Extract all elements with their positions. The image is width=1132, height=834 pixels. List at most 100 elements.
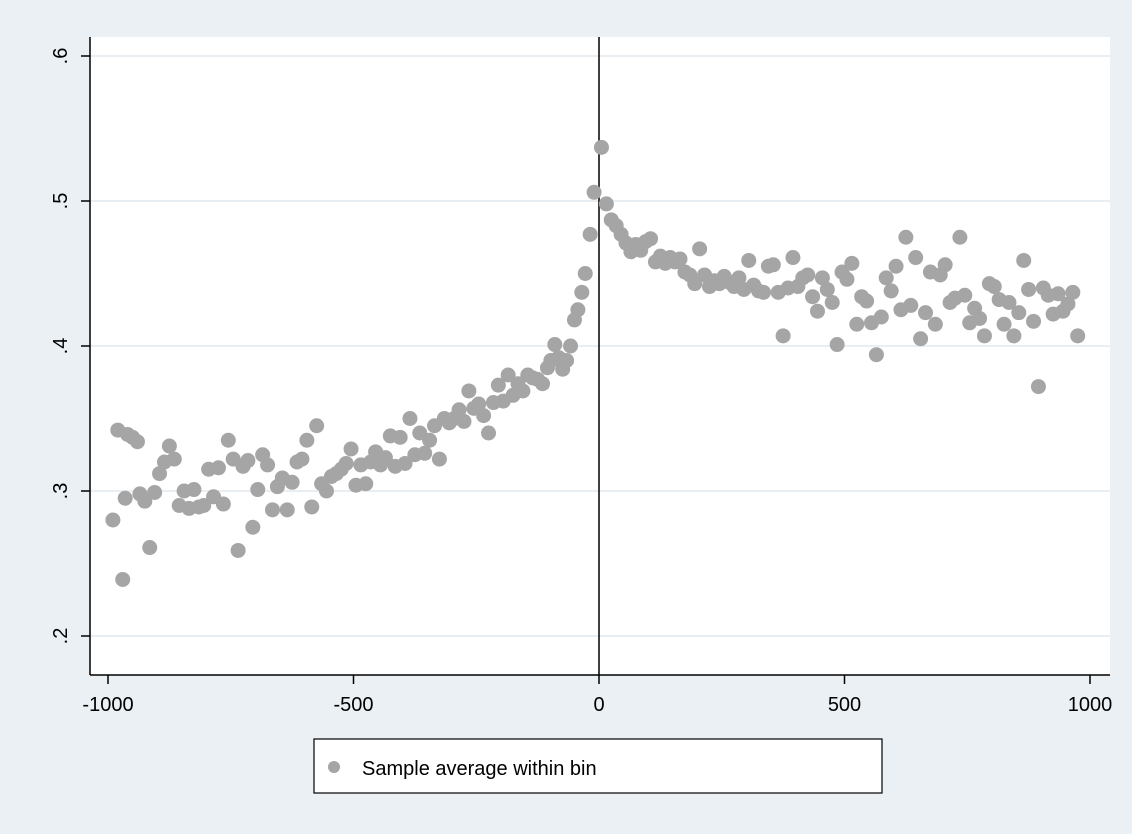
- data-point: [299, 432, 315, 448]
- data-point: [279, 502, 295, 518]
- data-point: [976, 328, 992, 344]
- data-point: [250, 482, 266, 498]
- data-point: [402, 411, 418, 426]
- data-point: [805, 289, 821, 305]
- data-point: [800, 267, 816, 283]
- data-point: [1021, 281, 1037, 297]
- y-tick-label: .3: [50, 483, 72, 500]
- data-point: [731, 270, 747, 286]
- data-point: [765, 257, 781, 273]
- data-point: [142, 540, 158, 556]
- data-point: [1016, 252, 1032, 268]
- data-point: [775, 328, 791, 344]
- data-point: [883, 283, 899, 299]
- data-point: [343, 441, 359, 457]
- data-point: [230, 542, 246, 558]
- data-point: [574, 284, 590, 300]
- legend-label: Sample average within bin: [362, 758, 597, 780]
- data-point: [1030, 379, 1046, 395]
- data-point: [196, 498, 212, 513]
- data-point: [215, 496, 231, 512]
- data-point: [692, 241, 708, 257]
- data-point: [210, 460, 226, 476]
- legend-box: [313, 738, 883, 794]
- data-point: [996, 316, 1012, 332]
- x-tick-label: -500: [333, 694, 373, 716]
- data-point: [392, 429, 408, 445]
- data-point: [1070, 328, 1086, 344]
- data-point: [957, 287, 973, 303]
- data-point: [105, 512, 121, 528]
- data-point: [417, 445, 433, 461]
- data-point: [137, 493, 153, 509]
- y-axis: .2 .3 .4 .5 .6: [50, 48, 90, 644]
- data-point: [687, 276, 703, 292]
- data-point: [471, 396, 487, 412]
- data-point: [481, 425, 497, 441]
- data-point: [152, 466, 168, 482]
- x-tick-label: 0: [593, 694, 604, 716]
- legend: Sample average within bin: [313, 738, 883, 794]
- data-point: [535, 376, 551, 392]
- data-point: [814, 270, 830, 286]
- data-point: [476, 408, 492, 424]
- x-tick-label: -1000: [82, 694, 133, 716]
- data-point: [166, 451, 182, 467]
- data-point: [898, 229, 914, 245]
- data-point: [358, 476, 374, 492]
- data-point: [309, 418, 325, 434]
- data-point: [397, 455, 413, 471]
- data-point: [741, 252, 757, 268]
- data-point: [986, 279, 1002, 295]
- x-tick-label: 1000: [1068, 694, 1113, 716]
- data-point: [304, 499, 320, 515]
- data-point: [461, 383, 477, 399]
- data-point: [672, 251, 688, 267]
- data-point: [918, 305, 934, 321]
- data-point: [586, 184, 602, 200]
- data-point: [952, 229, 968, 245]
- data-point: [577, 266, 593, 281]
- data-point: [422, 432, 438, 448]
- data-point: [129, 434, 145, 450]
- data-point: [294, 451, 310, 467]
- data-point: [515, 383, 531, 399]
- data-point: [161, 438, 177, 454]
- data-point: [844, 255, 860, 271]
- data-point: [220, 432, 236, 448]
- data-point: [913, 331, 929, 347]
- data-point: [500, 367, 516, 383]
- data-point: [868, 347, 884, 363]
- data-point: [264, 502, 280, 518]
- data-point: [260, 457, 276, 473]
- data-point: [1011, 305, 1027, 321]
- circle-marker-icon: [328, 761, 340, 773]
- data-point: [839, 271, 855, 287]
- data-point: [1060, 296, 1076, 312]
- data-point: [117, 490, 133, 506]
- data-point: [431, 451, 447, 467]
- data-point: [338, 455, 354, 471]
- data-point: [809, 303, 825, 319]
- data-point: [937, 257, 953, 273]
- data-point: [559, 353, 575, 368]
- x-tick-label: 500: [828, 694, 861, 716]
- data-point: [927, 316, 943, 332]
- data-point: [318, 483, 334, 499]
- data-point: [824, 295, 840, 310]
- x-axis: -1000 -500 0 500 1000: [82, 675, 1112, 716]
- data-point: [115, 571, 131, 587]
- data-point: [547, 337, 563, 353]
- y-tick-label: .4: [50, 338, 72, 355]
- data-point: [563, 338, 579, 354]
- data-point: [859, 293, 875, 309]
- data-point: [785, 250, 801, 266]
- data-point: [240, 453, 256, 469]
- data-point: [1065, 284, 1081, 300]
- data-point: [570, 302, 586, 318]
- data-point: [873, 309, 889, 325]
- data-point: [582, 226, 598, 242]
- data-point: [490, 377, 506, 393]
